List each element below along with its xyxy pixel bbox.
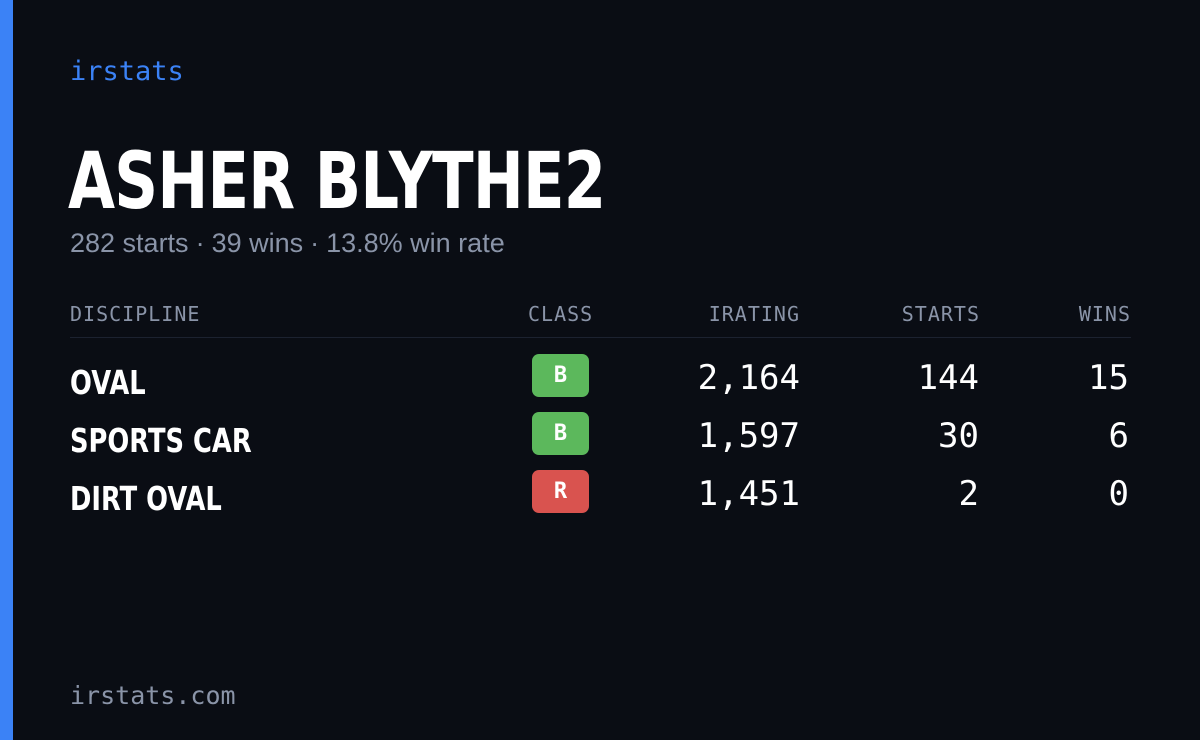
- header-wins: WINS: [1078, 302, 1131, 326]
- class-badge: R: [532, 470, 589, 513]
- table-row: OVAL B 2,164 144 15: [70, 350, 1131, 408]
- win-rate: 13.8% win rate: [326, 228, 505, 258]
- class-badge: B: [532, 412, 589, 455]
- separator: ·: [310, 228, 320, 258]
- wins-value: 15: [1088, 358, 1129, 398]
- starts-value: 2: [958, 474, 979, 514]
- wins-value: 6: [1108, 416, 1129, 456]
- starts-value: 144: [917, 358, 979, 398]
- wins-total: 39 wins: [211, 228, 304, 258]
- table-row: DIRT OVAL R 1,451 2 0: [70, 466, 1131, 524]
- irating-value: 2,164: [697, 358, 800, 398]
- accent-bar: [0, 0, 13, 740]
- starts-value: 30: [938, 416, 979, 456]
- header-irating: IRATING: [708, 302, 800, 326]
- separator: ·: [195, 228, 205, 258]
- header-starts: STARTS: [901, 302, 980, 326]
- driver-summary: 282 starts · 39 wins · 13.8% win rate: [70, 228, 505, 259]
- discipline-name: OVAL: [70, 363, 146, 402]
- wins-value: 0: [1108, 474, 1129, 514]
- table-row: SPORTS CAR B 1,597 30 6: [70, 408, 1131, 466]
- brand-logo-text: irstats: [70, 56, 184, 87]
- header-discipline: DISCIPLINE: [70, 302, 201, 326]
- discipline-name: DIRT OVAL: [70, 479, 222, 518]
- class-badge: B: [532, 354, 589, 397]
- irating-value: 1,451: [697, 474, 800, 514]
- discipline-name: SPORTS CAR: [70, 421, 252, 460]
- table-header: DISCIPLINE CLASS IRATING STARTS WINS: [70, 300, 1131, 338]
- header-class: CLASS: [528, 302, 594, 326]
- starts-total: 282 starts: [70, 228, 189, 258]
- irating-value: 1,597: [697, 416, 800, 456]
- driver-name: ASHER BLYTHE2: [68, 137, 606, 227]
- footer-url: irstats.com: [70, 681, 236, 710]
